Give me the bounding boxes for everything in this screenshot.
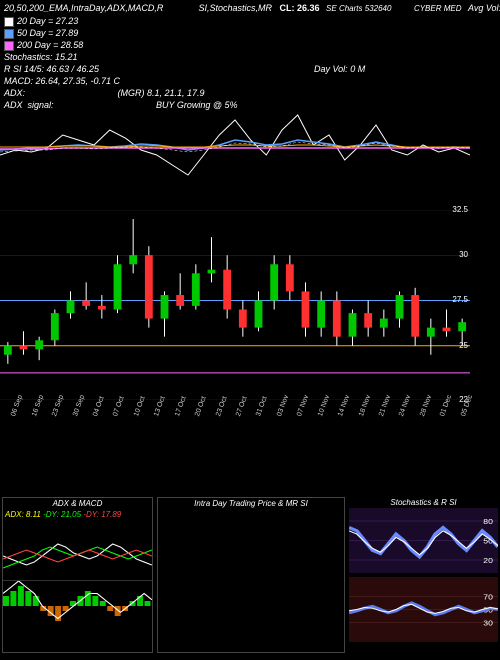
legend-text: 200 Day = 28.58 (17, 40, 83, 50)
ema-overlay-chart (0, 90, 470, 210)
avg-vol-label: Avg Vol: (468, 3, 500, 13)
legend-text: 50 Day = 27.89 (17, 28, 78, 38)
date-axis: 06 Sep16 Sep23 Sep30 Sep04 Oct07 Oct10 O… (0, 405, 470, 485)
close-value: 26.36 (297, 3, 320, 13)
bse-chart: SE Charts 532640 (326, 4, 391, 13)
y-tick-label: 30 (459, 250, 468, 259)
company-name: CYBER MED (414, 4, 462, 13)
svg-text:70: 70 (483, 593, 493, 601)
legend-text: 20 Day = 27.23 (17, 16, 78, 26)
si-stoch: SI,Stochastics,MR (198, 3, 272, 13)
y-tick-label: 25 (459, 341, 468, 350)
adx-macd-panel: ADX & MACD ADX: 8.11 -DY: 21.05 -DY: 17.… (2, 497, 153, 653)
legend-text: Stochastics: 15.21 (4, 52, 78, 62)
macd-text: MACD: 26.64, 27.35, -0.71 C (4, 75, 496, 87)
intraday-panel: Intra Day Trading Price & MR SI (157, 497, 345, 653)
y-tick-label: 27.5 (452, 295, 468, 304)
stochastics-panel: Stochastics & R SI 205080 305070 (349, 497, 498, 653)
svg-text:20: 20 (483, 557, 493, 565)
rsi-text: R SI 14/5: 46.63 / 46.25 (4, 64, 99, 74)
svg-text:80: 80 (483, 518, 493, 526)
close-label: CL: (279, 3, 294, 13)
candlestick-chart: 222527.53032.5 (0, 210, 470, 400)
sub-panels-row: ADX & MACD ADX: 8.11 -DY: 21.05 -DY: 17.… (0, 495, 500, 655)
svg-text:30: 30 (483, 619, 493, 627)
intraday-title: Intra Day Trading Price & MR SI (158, 498, 344, 509)
adx-macd-title: ADX & MACD (3, 498, 152, 509)
day-vol-value: 0 M (350, 64, 365, 74)
stoch-title: Stochastics & R SI (349, 497, 498, 508)
adx-values-label: ADX: 8.11 -DY: 21.05 -DY: 17.89 (3, 509, 152, 520)
y-tick-label: 32.5 (452, 205, 468, 214)
indicators-list: 20,50,200_EMA,IntraDay,ADX,MACD,R (4, 3, 163, 13)
day-vol-label: Day Vol: (314, 64, 348, 74)
